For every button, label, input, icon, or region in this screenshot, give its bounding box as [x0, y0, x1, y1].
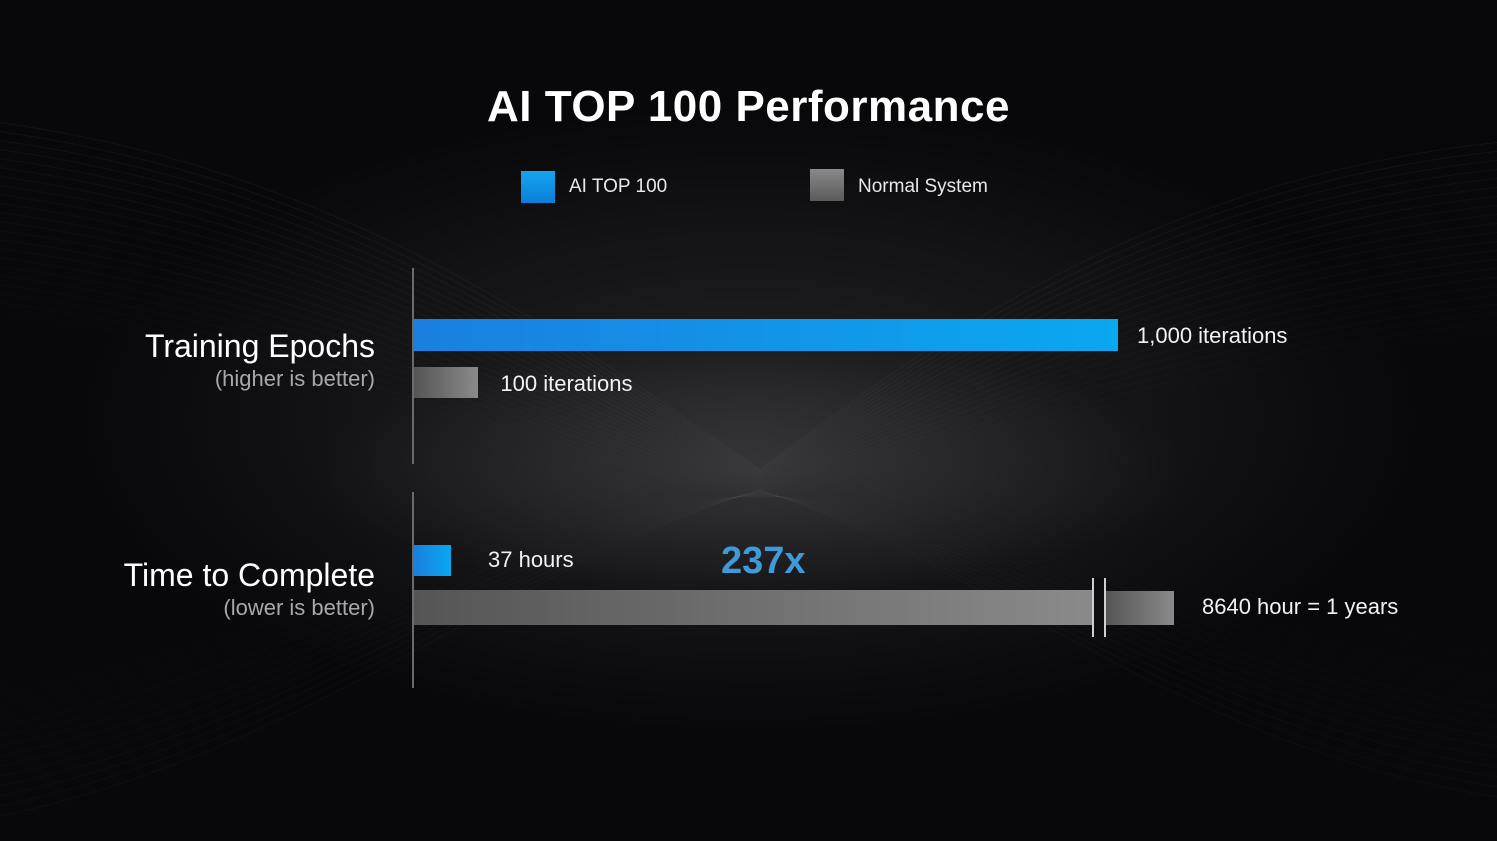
background-wave-line: [0, 489, 1497, 807]
legend-label-ai-top-100: AI TOP 100: [569, 176, 668, 197]
background-wave-line: [0, 230, 1497, 487]
background-wave-line: [0, 293, 1497, 497]
background-wave-line: [0, 248, 1497, 490]
speedup-multiplier-label: 237x: [721, 540, 806, 582]
bar-training-epochs-ai-top-100: [414, 319, 1118, 351]
background-wave-line: [0, 490, 1497, 797]
background-wave-line: [0, 493, 1497, 737]
background-wave-line: [0, 284, 1497, 495]
axis-line-time-to-complete: [412, 492, 414, 688]
chart-title: AI TOP 100 Performance: [487, 82, 1010, 131]
bar-training-epochs-normal-system: [414, 367, 479, 398]
category-label-time-to-complete: Time to Complete: [123, 557, 375, 593]
background-wave-line: [0, 239, 1497, 489]
background-wave-line: [0, 491, 1497, 767]
bar-time-to-complete-normal-system-continued: [1106, 591, 1174, 625]
legend-swatch-normal-system: [810, 169, 844, 201]
bar-time-to-complete-normal-system: [414, 590, 1094, 625]
background-wave-line: [0, 492, 1497, 747]
legend-label-normal-system: Normal System: [858, 176, 988, 197]
background-wave-line: [0, 122, 1497, 471]
background-wave-line: [0, 491, 1497, 777]
background-wave-line: [0, 185, 1497, 481]
category-subtitle-time-to-complete: (lower is better): [223, 595, 375, 620]
value-label-training-epochs-normal-system: 100 iterations: [500, 371, 633, 396]
background-wave-line: [0, 221, 1497, 486]
category-subtitle-training-epochs: (higher is better): [214, 366, 375, 391]
value-label-training-epochs-ai-top-100: 1,000 iterations: [1137, 323, 1288, 348]
background-wave-line: [0, 490, 1497, 787]
background-wave-line: [0, 489, 1497, 817]
background-wave-line: [0, 149, 1497, 475]
background-wave-line: [0, 131, 1497, 472]
background-wave-line: [0, 493, 1497, 727]
axis-break-gap: [1094, 578, 1106, 637]
background-wave-line: [0, 257, 1497, 491]
background-wave-line: [0, 212, 1497, 485]
background-wave-line: [0, 140, 1497, 474]
value-label-time-to-complete-normal-system: 8640 hour = 1 years: [1202, 594, 1399, 619]
bar-time-to-complete-ai-top-100: [414, 545, 451, 576]
axis-break-mark-left: [1092, 578, 1094, 637]
background-wave-line: [0, 158, 1497, 476]
background-wave-line: [0, 275, 1497, 494]
axis-line-training-epochs: [412, 268, 414, 464]
background-wave-line: [0, 194, 1497, 482]
background-wave-line: [0, 167, 1497, 478]
value-label-time-to-complete-ai-top-100: 37 hours: [488, 547, 574, 572]
background-wave-line: [0, 266, 1497, 493]
category-label-training-epochs: Training Epochs: [144, 328, 375, 364]
background-wave-line: [0, 494, 1497, 717]
legend-swatch-ai-top-100: [521, 171, 555, 203]
background-wave-line: [0, 302, 1497, 498]
background-wave-line: [0, 492, 1497, 757]
background-wave-line: [0, 203, 1497, 483]
background-wave-line: [0, 176, 1497, 479]
axis-break-mark-right: [1104, 578, 1106, 637]
